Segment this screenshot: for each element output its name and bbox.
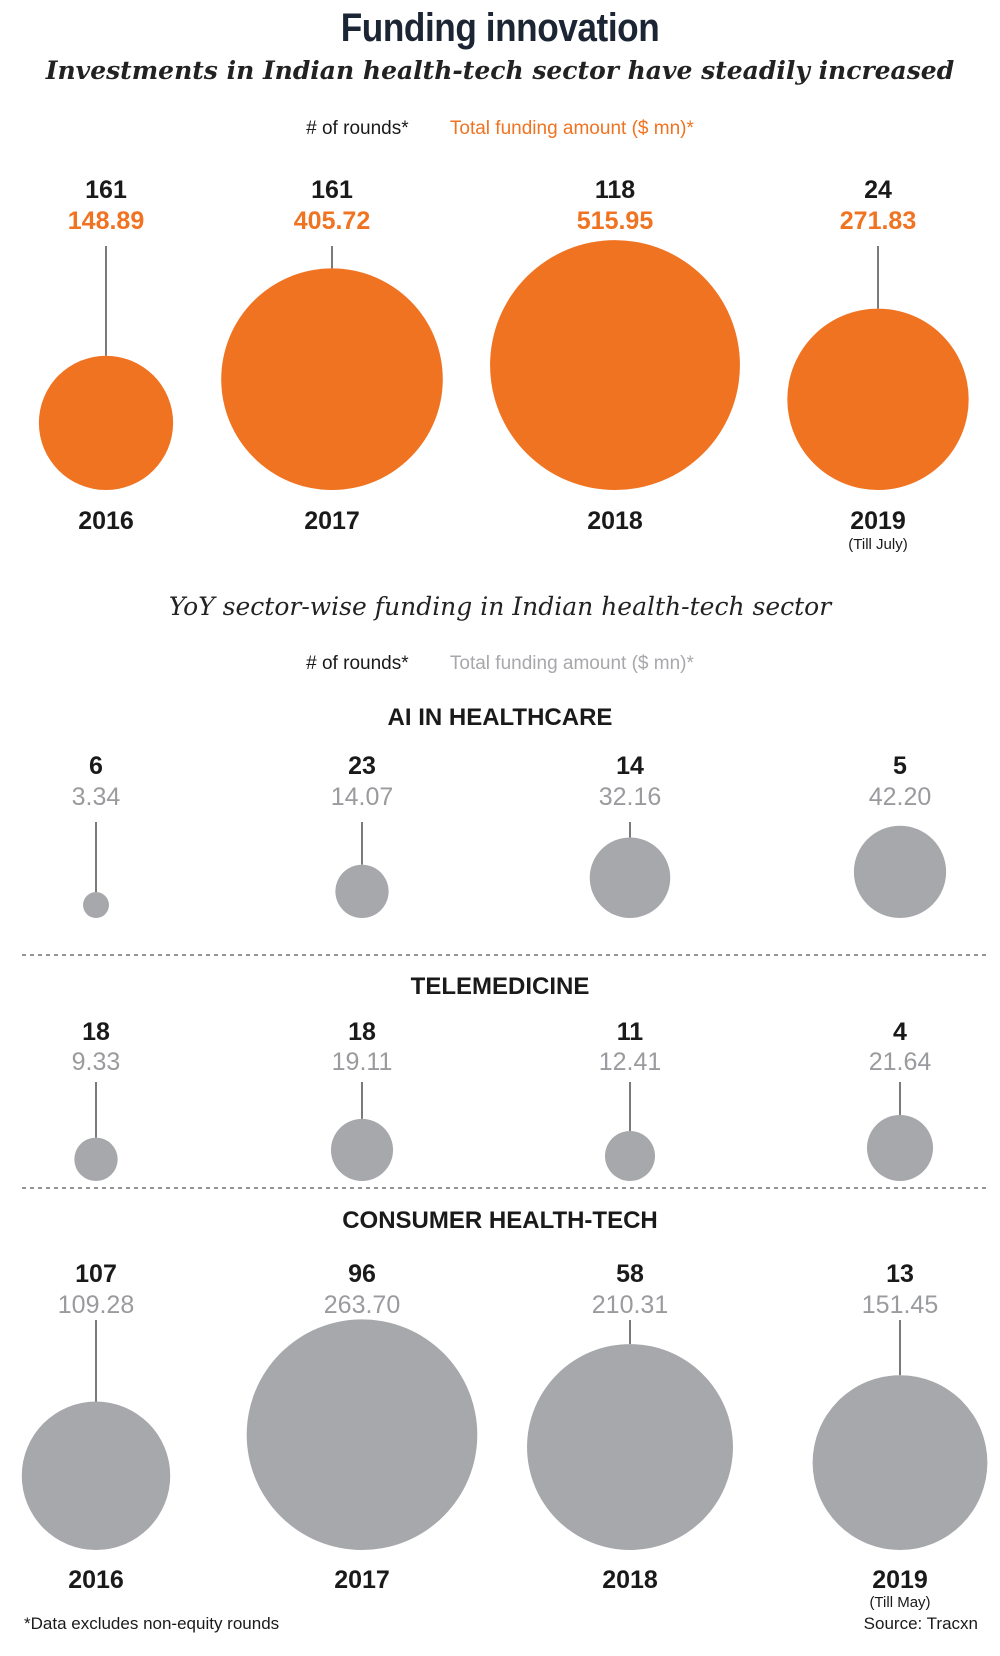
sector-subtitle: YoY sector-wise funding in Indian health… [168, 592, 832, 621]
rounds-label-overall-2016: 161 [85, 176, 127, 204]
legend-rounds-sector: # of rounds* [306, 653, 409, 674]
bubble-overall-2018 [490, 240, 740, 490]
year-note-consumer-2019: (Till May) [869, 1594, 930, 1611]
rounds-label-consumer-2018: 58 [616, 1260, 644, 1288]
rounds-label-ai-2017: 23 [348, 752, 376, 780]
rounds-label-ai-2018: 14 [616, 752, 644, 780]
rounds-label-telemedicine-2019: 4 [893, 1018, 907, 1046]
rounds-label-telemedicine-2016: 18 [82, 1018, 110, 1046]
year-label-consumer-2017: 2017 [334, 1566, 390, 1594]
bubble-telemedicine-2016 [74, 1137, 118, 1181]
year-label-overall-2019: 2019 [850, 507, 906, 535]
page-title: Funding innovation [340, 6, 660, 50]
rounds-label-ai-2016: 6 [89, 752, 103, 780]
rounds-label-consumer-2019: 13 [886, 1260, 914, 1288]
amount-label-ai-2016: 3.34 [72, 783, 121, 811]
year-label-consumer-2018: 2018 [602, 1566, 658, 1594]
amount-label-telemedicine-2019: 21.64 [869, 1048, 932, 1076]
rounds-label-consumer-2016: 107 [75, 1260, 117, 1288]
bubble-consumer-2017 [246, 1319, 478, 1550]
amount-label-overall-2016: 148.89 [68, 207, 144, 235]
amount-label-telemedicine-2016: 9.33 [72, 1048, 121, 1076]
rounds-label-consumer-2017: 96 [348, 1260, 376, 1288]
legend-rounds: # of rounds* [306, 118, 409, 139]
year-note-overall-2019: (Till July) [848, 536, 907, 553]
bubble-overall-2017 [221, 268, 443, 490]
amount-label-ai-2019: 42.20 [869, 783, 932, 811]
bubble-ai-2016 [83, 892, 109, 918]
year-label-consumer-2019: 2019 [872, 1566, 928, 1594]
source-note: Source: Tracxn [863, 1614, 978, 1633]
year-label-overall-2017: 2017 [304, 507, 360, 535]
bubble-ai-2017 [335, 864, 389, 919]
section-title-telemedicine: TELEMEDICINE [410, 973, 590, 1000]
amount-label-telemedicine-2018: 12.41 [599, 1048, 662, 1076]
legend-sector: # of rounds* Total funding amount ($ mn)… [0, 653, 1000, 675]
legend-amount-sector: Total funding amount ($ mn)* [449, 653, 694, 674]
year-label-overall-2018: 2018 [587, 507, 643, 535]
bubble-overall-2016 [38, 355, 174, 490]
rounds-label-telemedicine-2018: 11 [617, 1018, 644, 1046]
page-subtitle: Investments in Indian health-tech sector… [45, 56, 955, 85]
rounds-label-telemedicine-2017: 18 [348, 1018, 376, 1046]
legend-amount: Total funding amount ($ mn)* [449, 118, 694, 139]
footnote: *Data excludes non-equity rounds [24, 1614, 280, 1633]
rounds-label-overall-2018: 118 [595, 176, 635, 204]
year-label-overall-2016: 2016 [78, 507, 134, 535]
amount-label-consumer-2016: 109.28 [58, 1291, 134, 1319]
amount-label-consumer-2019: 151.45 [862, 1291, 938, 1319]
amount-label-ai-2018: 32.16 [599, 783, 662, 811]
year-label-consumer-2016: 2016 [68, 1566, 124, 1594]
section-title-ai: AI IN HEALTHCARE [387, 704, 613, 731]
rounds-label-overall-2017: 161 [311, 176, 353, 204]
legend-top: # of rounds* Total funding amount ($ mn)… [0, 118, 1000, 140]
amount-label-overall-2019: 271.83 [840, 207, 916, 235]
amount-label-overall-2018: 515.95 [577, 207, 654, 235]
rounds-label-overall-2019: 24 [864, 176, 892, 204]
bubble-ai-2018 [589, 837, 671, 918]
amount-label-telemedicine-2017: 19.11 [332, 1048, 393, 1076]
amount-label-consumer-2018: 210.31 [592, 1291, 668, 1319]
bubble-telemedicine-2019 [866, 1114, 934, 1182]
amount-label-consumer-2017: 263.70 [324, 1291, 400, 1319]
bubble-telemedicine-2018 [604, 1130, 656, 1182]
amount-label-ai-2017: 14.07 [331, 783, 394, 811]
bubble-consumer-2018 [527, 1344, 733, 1550]
section-title-consumer: CONSUMER HEALTH-TECH [342, 1207, 658, 1234]
bubble-overall-2019 [787, 308, 969, 490]
bubble-consumer-2016 [21, 1401, 171, 1550]
rounds-label-ai-2019: 5 [893, 752, 907, 780]
bubble-consumer-2019 [812, 1375, 988, 1550]
amount-label-overall-2017: 405.72 [294, 207, 370, 235]
bubble-telemedicine-2017 [330, 1118, 394, 1182]
bubble-ai-2019 [853, 825, 947, 918]
